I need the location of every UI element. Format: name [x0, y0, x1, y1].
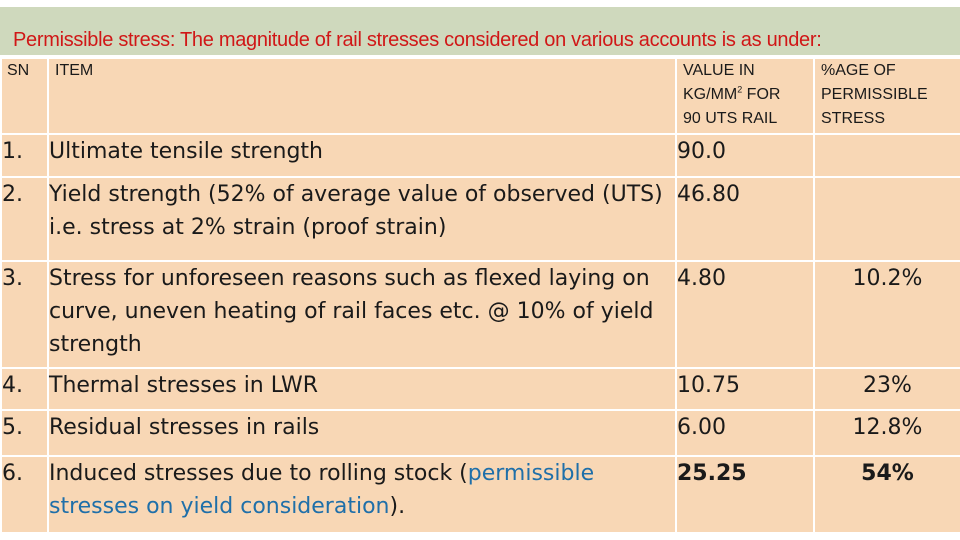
page-title: Permissible stress: The magnitude of rai… [13, 29, 822, 51]
row-item: Yield strength (52% of average value of … [47, 176, 677, 262]
header-value-unit-suffix: FOR [742, 86, 781, 103]
row-value: 6.00 [675, 409, 815, 457]
row-sn: 6. [0, 455, 49, 534]
row-value: 10.75 [675, 367, 815, 411]
row-pct [813, 133, 960, 178]
stress-table: SN ITEM VALUE IN KG/MM2 FOR 90 UTS RAIL … [0, 57, 960, 534]
table-row: 6. Induced stresses due to rolling stock… [0, 455, 960, 534]
row-item: Stress for unforeseen reasons such as fl… [47, 260, 677, 369]
row-item-prefix: Induced stresses due to rolling stock ( [49, 461, 468, 486]
row-pct: 12.8% [813, 409, 960, 457]
row-pct: 10.2% [813, 260, 960, 369]
row-sn: 5. [0, 409, 49, 457]
table-row: 4. Thermal stresses in LWR 10.75 23% [0, 367, 960, 411]
row-item: Ultimate tensile strength [47, 133, 677, 178]
table-row: 2. Yield strength (52% of average value … [0, 176, 960, 262]
table-header-row: SN ITEM VALUE IN KG/MM2 FOR 90 UTS RAIL … [0, 57, 960, 135]
header-pct: %AGE OF PERMISSIBLE STRESS [813, 57, 960, 135]
title-bar: Permissible stress: The magnitude of rai… [0, 7, 960, 57]
header-pct-line3: STRESS [821, 110, 886, 127]
header-value-line3: 90 UTS RAIL [683, 110, 778, 127]
row-pct [813, 176, 960, 262]
header-item: ITEM [47, 57, 677, 135]
row-item: Residual stresses in rails [47, 409, 677, 457]
row-value: 90.0 [675, 133, 815, 178]
row-sn: 3. [0, 260, 49, 369]
header-value-unit-sup: 2 [737, 84, 743, 95]
table-row: 5. Residual stresses in rails 6.00 12.8% [0, 409, 960, 457]
row-item: Thermal stresses in LWR [47, 367, 677, 411]
header-sn: SN [0, 57, 49, 135]
row-value: 46.80 [675, 176, 815, 262]
table-row: 3. Stress for unforeseen reasons such as… [0, 260, 960, 369]
header-value: VALUE IN KG/MM2 FOR 90 UTS RAIL [675, 57, 815, 135]
row-sn: 2. [0, 176, 49, 262]
row-item-suffix: ). [389, 494, 406, 519]
row-item-highlight: permissible stresses on yield considerat… [49, 461, 595, 519]
row-pct: 23% [813, 367, 960, 411]
row-value: 25.25 [675, 455, 815, 534]
header-value-line1: VALUE IN [683, 62, 755, 79]
row-item: Induced stresses due to rolling stock (p… [47, 455, 677, 534]
header-pct-line1: %AGE OF [821, 62, 896, 79]
header-pct-line2: PERMISSIBLE [821, 86, 928, 103]
header-value-unit: KG/MM [683, 86, 738, 103]
table-row: 1. Ultimate tensile strength 90.0 [0, 133, 960, 178]
row-pct: 54% [813, 455, 960, 534]
row-value: 4.80 [675, 260, 815, 369]
row-sn: 1. [0, 133, 49, 178]
row-sn: 4. [0, 367, 49, 411]
